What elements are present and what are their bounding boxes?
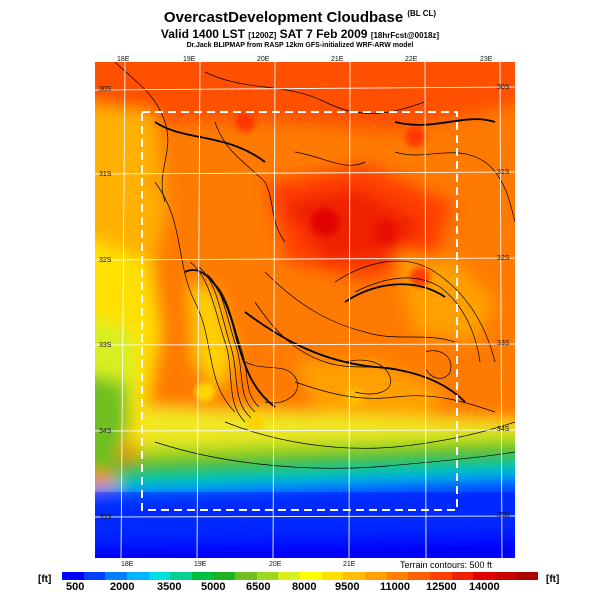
color-swatch [386,572,409,580]
lon-label-top: 19E [183,56,196,63]
cell-speckle [146,112,430,431]
color-swatch [300,572,322,580]
lat-label-right: 35S [497,512,510,519]
color-swatch [62,572,84,580]
lat-label-right: 34S [497,426,510,433]
lat-label-left: 35S [99,514,112,521]
color-swatch [321,572,344,580]
lat-label-right: 30S [497,84,510,91]
color-swatch [494,572,517,580]
color-swatch [170,572,192,580]
color-swatch [408,572,430,580]
lon-label-top: 21E [331,56,344,63]
lat-label-left: 33S [99,342,112,349]
valid-time: Valid 1400 LST [1200Z] SAT 7 Feb 2009 [1… [160,27,440,41]
lon-label-bottom: 18E [121,561,134,568]
color-swatch [343,572,365,580]
lat-label-right: 31S [497,169,510,176]
unit-left: [ft] [38,574,52,585]
lon-label-top: 20E [257,56,270,63]
cloudbase-field [95,62,515,558]
terrain-contours-major [154,118,496,408]
unit-right: [ft] [546,574,560,585]
color-scale-label: 2000 [110,581,135,593]
color-scale-label: 3500 [157,581,182,593]
color-scale-label: 6500 [246,581,271,593]
color-swatch [105,572,127,580]
color-scale-label: 8000 [292,581,317,593]
map-title: OvercastDevelopment Cloudbase (BL CL) [163,9,437,26]
color-scale-label: 500 [66,581,85,593]
lat-label-left: 31S [99,171,112,178]
color-swatch [256,572,279,580]
lat-label-right: 32S [497,255,510,262]
color-swatch [191,572,214,580]
color-swatch [126,572,149,580]
lon-label-top: 22E [405,56,418,63]
color-swatch [235,572,257,580]
color-scale-label: 9500 [335,581,360,593]
lon-label-top: 18E [117,56,130,63]
lat-label-left: 30S [99,86,112,93]
lon-label-top: 23E [480,56,493,63]
cloudbase-map[interactable] [95,62,515,558]
color-scale-bar [62,572,539,580]
color-scale-label: 5000 [201,581,226,593]
lon-label-bottom: 21E [343,561,356,568]
color-swatch [473,572,495,580]
lat-label-left: 34S [99,428,112,435]
color-swatch [278,572,301,580]
model-credit: Dr.Jack BLIPMAP from RASP 12km GFS-initi… [186,42,414,49]
lon-label-bottom: 20E [269,561,282,568]
lat-label-left: 32S [99,257,112,264]
lat-label-right: 33S [497,340,510,347]
terrain-contour-note: Terrain contours: 500 ft [400,560,493,570]
ocean [95,492,515,558]
map-canvas [95,62,515,558]
color-scale-label: 11000 [380,581,410,593]
color-swatch [364,572,387,580]
color-scale-label: 12500 [426,581,457,593]
color-swatch [516,572,539,580]
domain-boundary [141,111,458,511]
lon-label-bottom: 19E [194,561,207,568]
lat-lon-grid [95,62,515,558]
color-swatch [148,572,171,580]
color-swatch [213,572,236,580]
color-swatch [429,572,452,580]
color-swatch [451,572,474,580]
terrain-contours [114,62,515,469]
color-scale-label: 14000 [469,581,500,593]
color-swatch [83,572,106,580]
